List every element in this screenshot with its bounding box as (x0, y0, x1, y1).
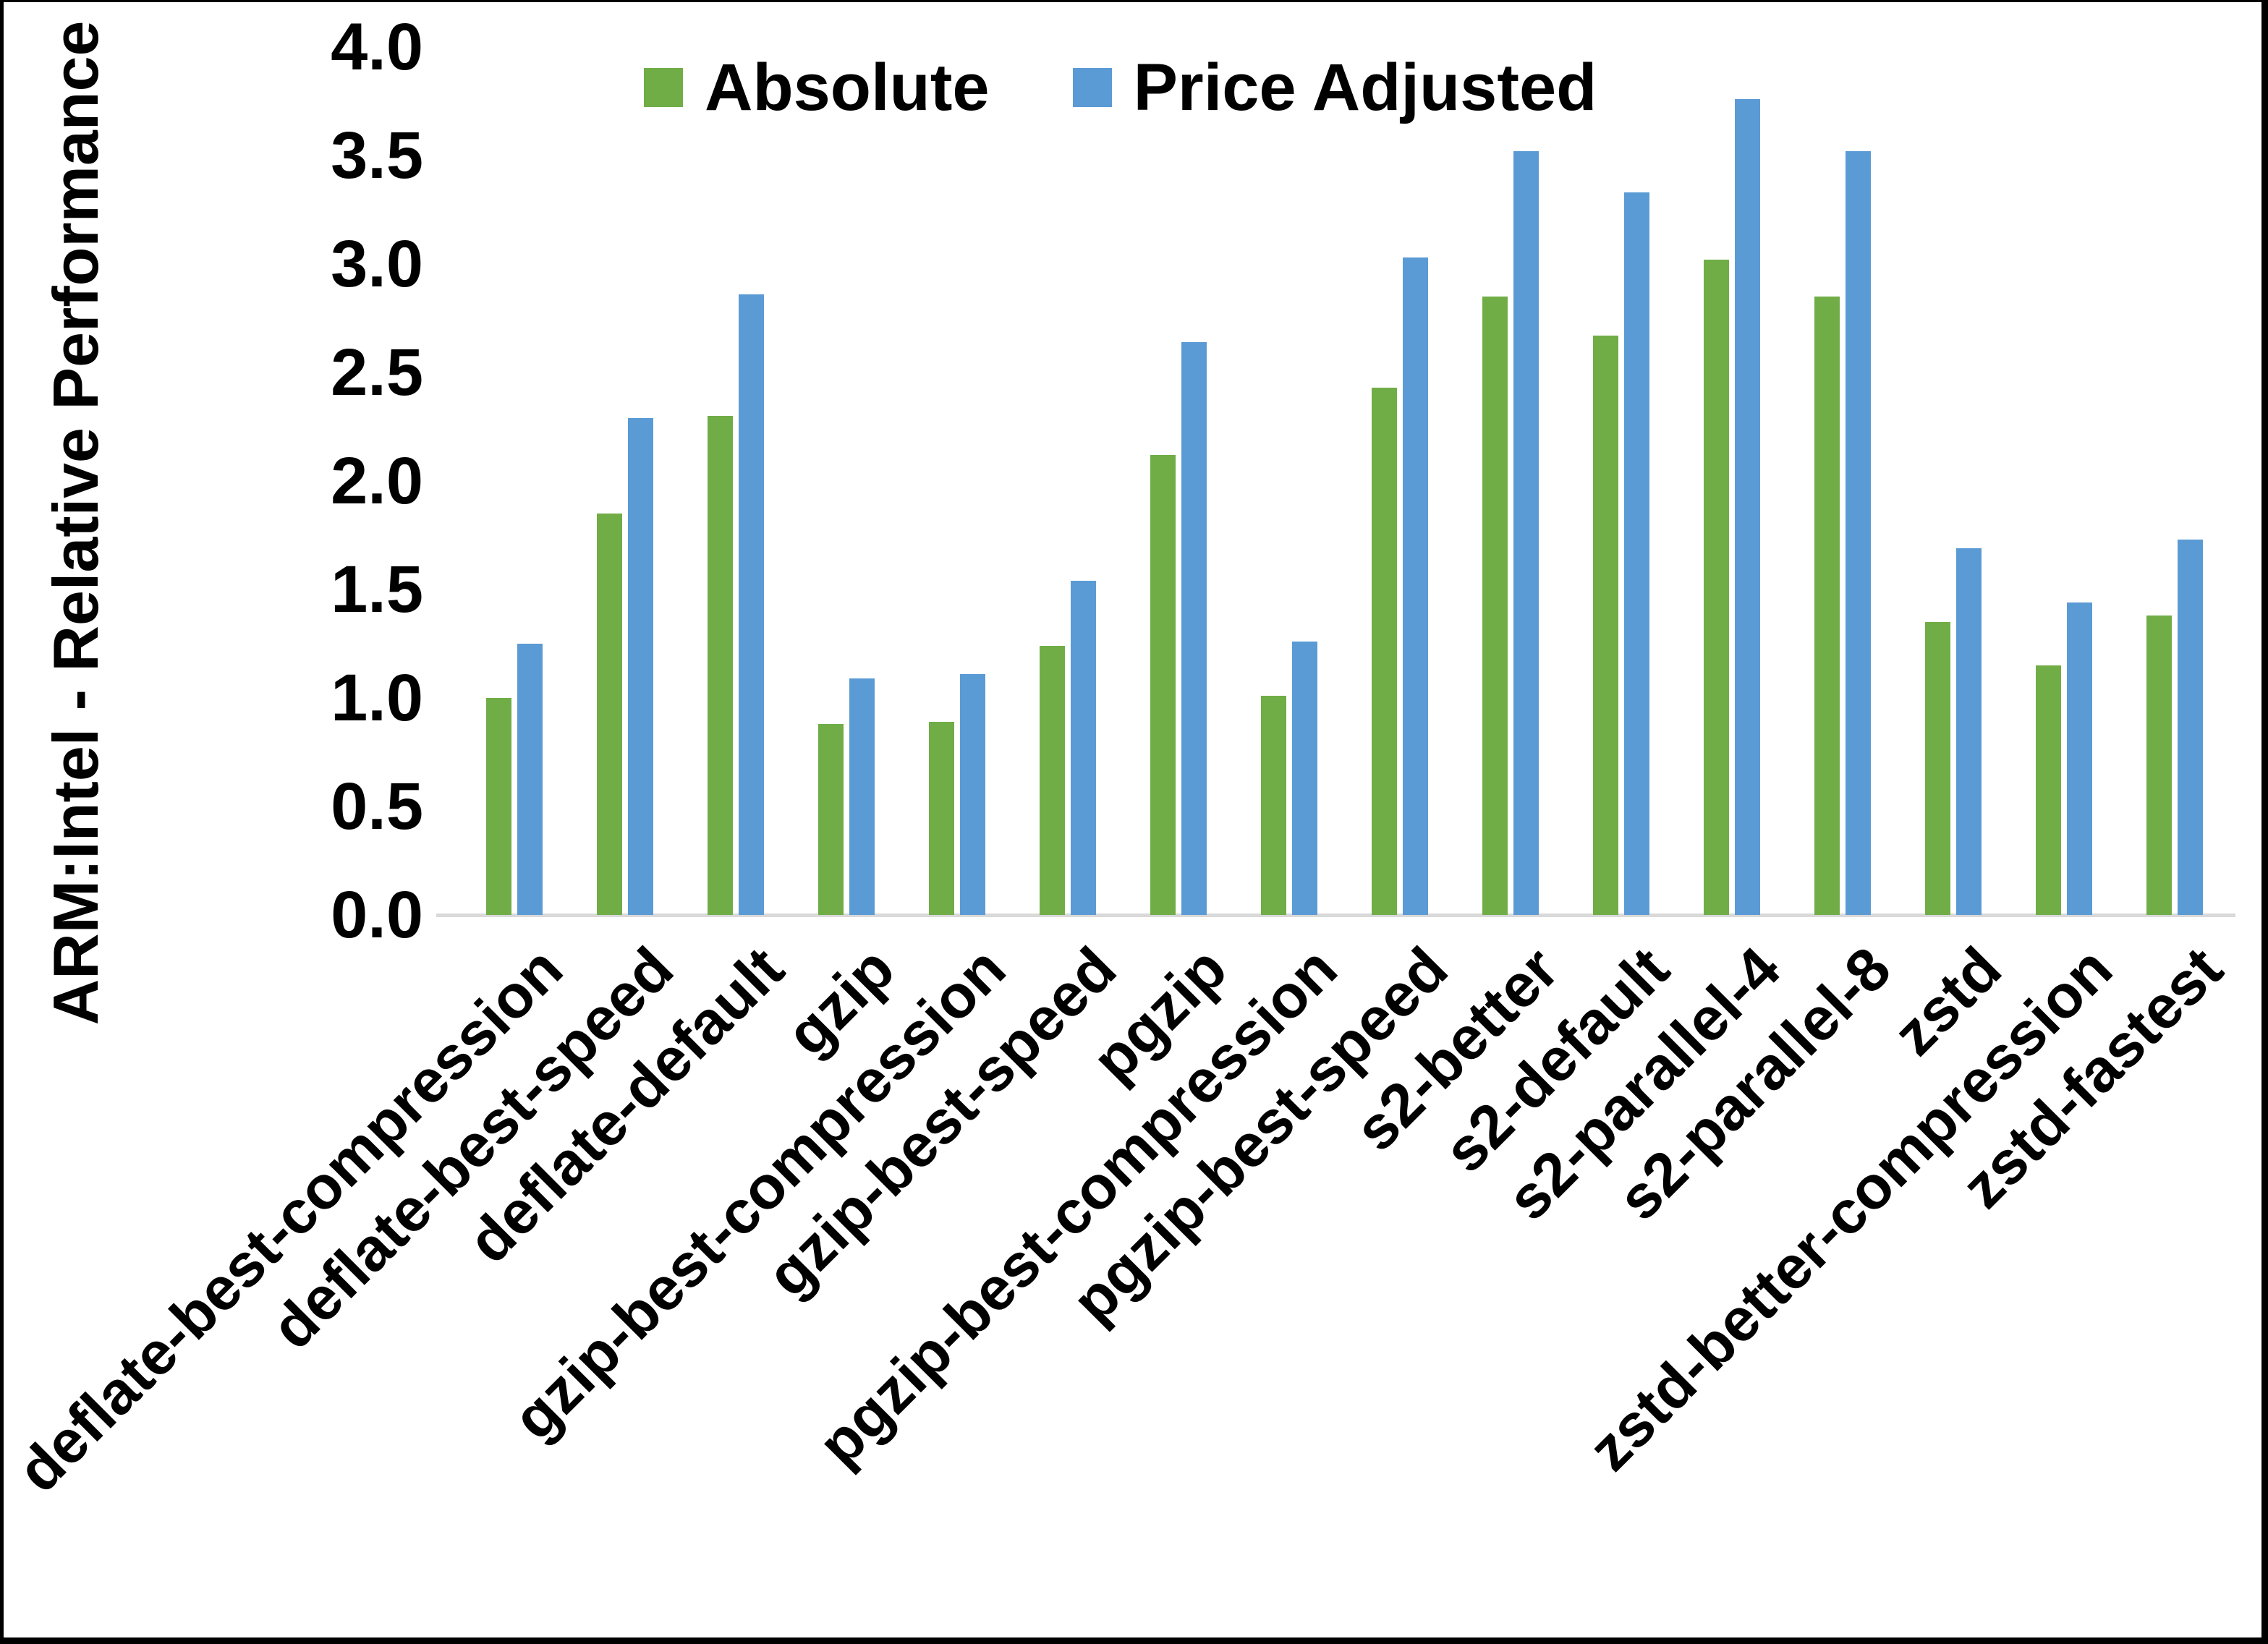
bar-zstd-fastest-price-adjusted (2178, 540, 2203, 915)
y-tick-label: 0.0 (331, 878, 423, 952)
y-tick-label: 2.0 (331, 444, 423, 518)
bar-pgzip-best-compression-price-adjusted (1292, 642, 1317, 915)
y-tick-label: 2.5 (331, 336, 423, 409)
bar-pgzip-best-speed-absolute (1372, 388, 1397, 915)
y-axis-title: ARM:Intel - Relative Performance (40, 20, 111, 1026)
bar-pgzip-price-adjusted (1181, 342, 1207, 915)
legend-swatch-absolute-icon (644, 68, 683, 107)
bar-pgzip-absolute (1150, 455, 1176, 915)
bar-deflate-best-speed-price-adjusted (628, 418, 653, 915)
bar-gzip-best-compression-price-adjusted (960, 674, 985, 915)
bar-s2-default-price-adjusted (1624, 192, 1649, 915)
bar-deflate-default-price-adjusted (739, 294, 764, 915)
y-tick-label: 4.0 (331, 10, 423, 84)
bar-gzip-absolute (818, 724, 844, 915)
y-tick-label: 3.5 (331, 119, 423, 192)
y-tick-label: 0.5 (331, 770, 423, 843)
bar-s2-parallel-8-price-adjusted (1846, 151, 1871, 915)
bar-zstd-fastest-absolute (2146, 616, 2172, 915)
legend-item-price-adjusted: Price Adjusted (1072, 51, 1597, 124)
bar-deflate-default-absolute (708, 416, 733, 915)
bar-gzip-best-speed-absolute (1040, 646, 1065, 915)
legend-label-absolute: Absolute (705, 51, 990, 124)
bar-deflate-best-speed-absolute (597, 514, 622, 915)
bar-s2-parallel-4-price-adjusted (1735, 99, 1760, 915)
bar-deflate-best-compression-price-adjusted (517, 644, 543, 915)
bar-gzip-best-speed-price-adjusted (1071, 581, 1096, 915)
bar-gzip-best-compression-absolute (929, 722, 954, 915)
bar-deflate-best-compression-absolute (486, 698, 511, 915)
bar-s2-better-price-adjusted (1513, 151, 1539, 915)
legend: Absolute Price Adjusted (644, 54, 1597, 121)
y-tick-label: 1.5 (331, 553, 423, 626)
bar-gzip-price-adjusted (849, 678, 875, 915)
bar-zstd-better-compression-absolute (2036, 665, 2061, 915)
bar-s2-default-absolute (1593, 336, 1618, 915)
legend-item-absolute: Absolute (644, 54, 990, 121)
legend-swatch-price-adjusted-icon (1072, 68, 1112, 107)
bar-pgzip-best-compression-absolute (1261, 696, 1286, 915)
bar-zstd-price-adjusted (1956, 548, 1982, 915)
bar-pgzip-best-speed-price-adjusted (1403, 257, 1428, 915)
bar-s2-parallel-4-absolute (1704, 260, 1729, 915)
bar-zstd-absolute (1925, 622, 1950, 915)
bar-zstd-better-compression-price-adjusted (2067, 602, 2092, 915)
bar-s2-parallel-8-absolute (1814, 297, 1840, 915)
legend-label-price-adjusted: Price Adjusted (1133, 51, 1597, 124)
y-tick-label: 1.0 (331, 661, 423, 735)
bar-s2-better-absolute (1482, 297, 1508, 915)
y-tick-label: 3.0 (331, 227, 423, 301)
x-axis-line (436, 913, 2235, 917)
